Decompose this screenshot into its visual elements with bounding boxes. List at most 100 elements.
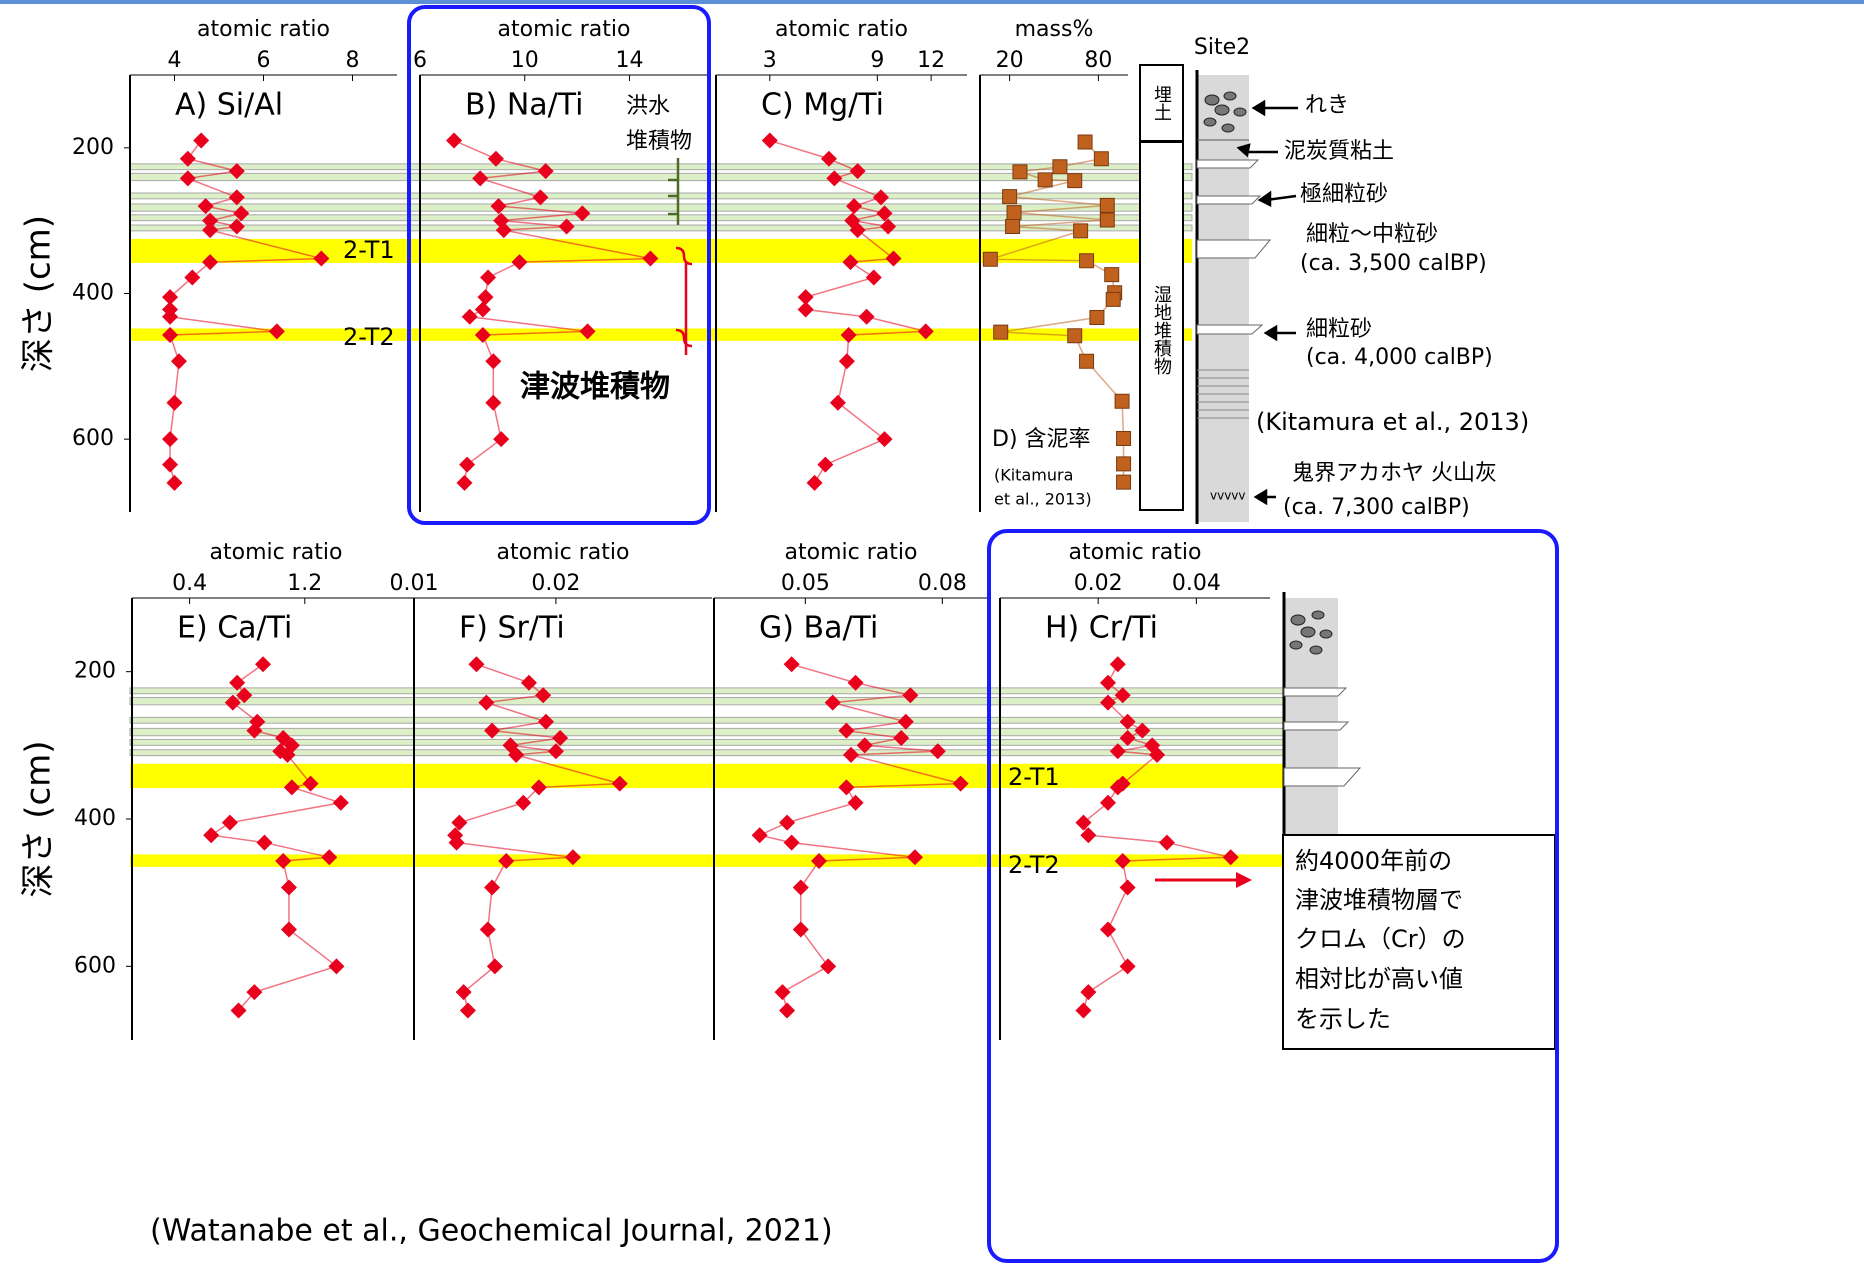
- data-point: [162, 457, 178, 473]
- data-point: [762, 133, 778, 149]
- x-tick-label: 10: [511, 48, 539, 73]
- data-point: [1075, 1003, 1091, 1019]
- y-tick-label: 400: [72, 281, 114, 306]
- x-axis-label: atomic ratio: [785, 540, 918, 565]
- litho-label: れき: [1305, 93, 1349, 118]
- data-point: [1106, 292, 1120, 306]
- panel-title: H) Cr/Ti: [1045, 611, 1158, 646]
- x-tick-label: 20: [996, 48, 1024, 73]
- x-tick-label: 1.2: [287, 571, 322, 596]
- data-point: [480, 269, 496, 285]
- data-point: [1038, 173, 1052, 187]
- profile-line: [211, 664, 341, 1010]
- profile-line: [1083, 664, 1230, 1010]
- data-point: [775, 984, 791, 1000]
- callout-line: クロム（Cr）の: [1295, 925, 1466, 953]
- panel-title: B) Na/Ti: [465, 88, 584, 123]
- profile-line: [170, 141, 321, 483]
- data-point: [493, 431, 509, 447]
- data-point: [784, 835, 800, 851]
- data-point: [1110, 656, 1126, 672]
- data-point: [784, 656, 800, 672]
- litho-label: 泥炭質粘土: [1284, 139, 1394, 164]
- data-point: [820, 958, 836, 974]
- panel-note: (Kitamura: [994, 466, 1073, 485]
- data-point: [826, 170, 842, 186]
- y-tick-label: 600: [72, 426, 114, 451]
- data-point: [229, 189, 245, 205]
- data-point: [1100, 198, 1114, 212]
- t1-label: 2-T1: [343, 236, 395, 264]
- x-tick-label: 0.4: [172, 571, 207, 596]
- tsunami-label: 津波堆積物: [520, 370, 670, 405]
- data-point: [1013, 165, 1027, 179]
- callout-line: 津波堆積物層で: [1295, 886, 1463, 914]
- data-point: [1117, 475, 1131, 489]
- tsunami-layer: [130, 328, 1192, 340]
- litho-label: (ca. 4,000 calBP): [1306, 345, 1493, 370]
- x-tick-label: 8: [346, 48, 360, 73]
- top-strip: [0, 0, 1864, 4]
- highlight-box: [409, 7, 709, 523]
- x-axis-label: atomic ratio: [1069, 540, 1202, 565]
- panel-title: E) Ca/Ti: [177, 611, 292, 646]
- profile-line: [455, 664, 620, 1010]
- x-axis-label: mass%: [1015, 17, 1094, 42]
- t2-label: 2-T2: [343, 323, 395, 351]
- x-tick-label: 0.08: [918, 571, 967, 596]
- litho-label: 細粒砂: [1306, 317, 1372, 342]
- x-tick-label: 0.02: [1074, 571, 1123, 596]
- data-point: [817, 457, 833, 473]
- flood-layer: [130, 739, 1290, 745]
- data-point: [484, 880, 500, 896]
- data-point: [807, 475, 823, 491]
- data-point: [877, 431, 893, 447]
- svg-text:vvvvv: vvvvv: [1210, 489, 1246, 503]
- data-point: [1100, 795, 1116, 811]
- site-label: Site2: [1194, 35, 1250, 60]
- data-point: [1100, 922, 1116, 938]
- flood-layer: [130, 717, 1290, 723]
- callout-line: 相対比が高い値: [1295, 965, 1463, 993]
- x-tick-label: 12: [917, 48, 945, 73]
- data-point: [532, 189, 548, 205]
- flood-layer: [130, 193, 1192, 199]
- data-point: [462, 309, 478, 325]
- flood-label: 堆積物: [626, 129, 692, 154]
- data-point: [898, 714, 914, 730]
- t2-label: 2-T2: [1008, 851, 1060, 879]
- data-point: [281, 922, 297, 938]
- data-point: [1068, 329, 1082, 343]
- flood-layer: [130, 728, 1290, 735]
- data-point: [1105, 268, 1119, 282]
- callout-line: 約4000年前の: [1295, 847, 1452, 875]
- litho-label: (ca. 3,500 calBP): [1300, 251, 1487, 276]
- data-point: [281, 880, 297, 896]
- data-point: [202, 222, 218, 238]
- data-point: [1074, 224, 1088, 238]
- litho-label: 鬼界アカホヤ 火山灰: [1292, 461, 1497, 486]
- data-point: [485, 395, 501, 411]
- callout-line: を示した: [1295, 1005, 1391, 1033]
- x-tick-label: 80: [1084, 48, 1112, 73]
- data-point: [1006, 219, 1020, 233]
- x-axis-label: atomic ratio: [775, 17, 908, 42]
- data-point: [1120, 958, 1136, 974]
- data-point: [1159, 835, 1175, 851]
- flood-layer: [130, 204, 1192, 211]
- panel-title: G) Ba/Ti: [759, 611, 878, 646]
- data-point: [848, 795, 864, 811]
- data-point: [255, 656, 271, 672]
- data-point: [839, 353, 855, 369]
- data-point: [1115, 394, 1129, 408]
- x-tick-label: 9: [870, 48, 884, 73]
- data-point: [456, 984, 472, 1000]
- data-point: [1094, 152, 1108, 166]
- data-point: [866, 269, 882, 285]
- litho-label: (ca. 7,300 calBP): [1283, 495, 1470, 520]
- data-point: [459, 457, 475, 473]
- data-point: [171, 353, 187, 369]
- profile-line: [770, 141, 926, 483]
- litho-label: 極細粒砂: [1300, 182, 1388, 207]
- t1-label: 2-T1: [1008, 763, 1060, 791]
